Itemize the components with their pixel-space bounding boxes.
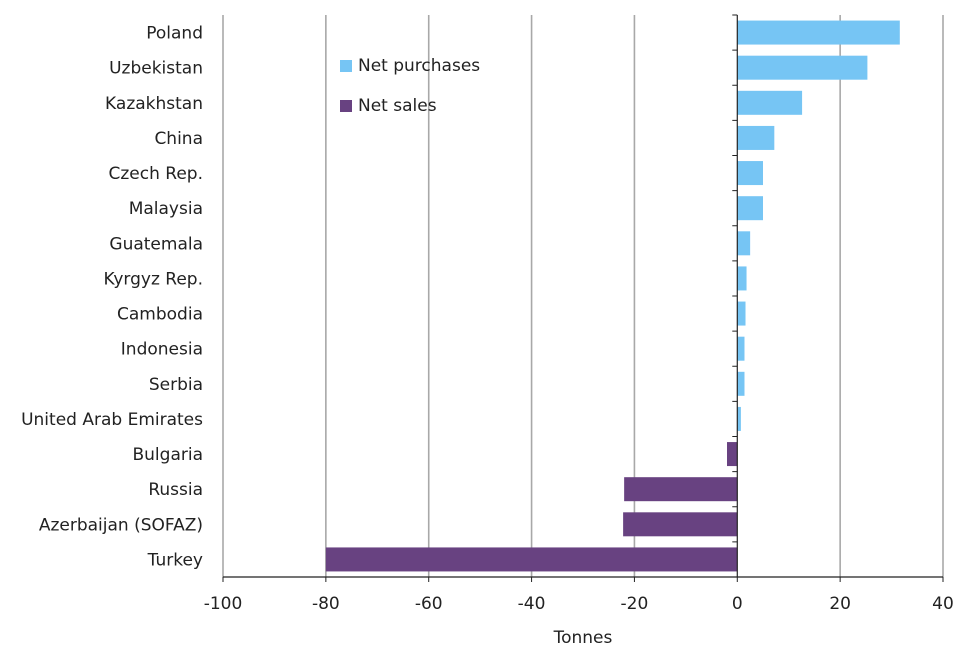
bar-china	[737, 125, 775, 150]
bars	[325, 20, 900, 572]
x-tick-labels: -100 -80 -60 -40 -20 0 20 40	[204, 594, 954, 614]
bar-bulgaria	[727, 442, 738, 467]
bar-turkey	[325, 547, 738, 572]
bar-kazakhstan	[737, 90, 803, 115]
legend-swatch-net-sales	[340, 100, 352, 112]
x-axis-label: Tonnes	[553, 628, 613, 648]
category-label-kazakhstan: Kazakhstan	[105, 94, 203, 114]
x-tick-label-0: 0	[732, 594, 743, 614]
category-label-cambodia: Cambodia	[117, 305, 203, 325]
bar-czech-rep	[737, 161, 763, 186]
bar-uzbekistan	[737, 55, 868, 80]
legend-item-net-purchases: Net purchases	[340, 54, 480, 78]
bar-kyrgyz-rep	[737, 266, 747, 291]
axes	[222, 14, 944, 582]
legend-label-net-purchases: Net purchases	[358, 56, 481, 76]
legend: Net purchases Net sales	[340, 54, 480, 134]
bar-malaysia	[737, 196, 763, 221]
category-label-serbia: Serbia	[149, 375, 203, 395]
legend-swatch-net-purchases	[340, 60, 352, 72]
category-label-poland: Poland	[146, 24, 203, 44]
category-label-malaysia: Malaysia	[129, 199, 203, 219]
legend-label-net-sales: Net sales	[358, 96, 437, 116]
x-tick-label-100: -100	[204, 594, 243, 614]
bar-serbia	[737, 371, 745, 396]
bar-poland	[737, 20, 900, 45]
category-label-czech-rep: Czech Rep.	[109, 164, 203, 184]
x-tick-label-20: 20	[829, 594, 851, 614]
legend-item-net-sales: Net sales	[340, 94, 480, 118]
gridlines	[222, 15, 944, 577]
category-label-guatemala: Guatemala	[109, 234, 203, 254]
category-label-turkey: Turkey	[147, 550, 203, 570]
category-label-uzbekistan: Uzbekistan	[109, 59, 203, 79]
x-tick-label-20: -20	[621, 594, 649, 614]
category-labels: Poland Uzbekistan Kazakhstan China Czech Rep…	[21, 24, 203, 571]
bar-guatemala	[737, 231, 751, 256]
bar-cambodia	[737, 301, 746, 326]
x-tick-label-80: -80	[312, 594, 340, 614]
x-tick-label-60: -60	[415, 594, 443, 614]
bar-indonesia	[737, 336, 745, 361]
category-label-indonesia: Indonesia	[121, 340, 203, 360]
category-label-china: China	[154, 129, 203, 149]
x-tick-label-40: 40	[932, 594, 954, 614]
category-label-united-arab-emirates: United Arab Emirates	[21, 410, 203, 430]
category-label-kyrgyz-rep: Kyrgyz Rep.	[103, 269, 203, 289]
bar-russia	[624, 477, 738, 502]
category-label-azerbaijan-sofaz: Azerbaijan (SOFAZ)	[39, 515, 203, 535]
category-label-bulgaria: Bulgaria	[133, 445, 204, 465]
category-label-russia: Russia	[148, 480, 203, 500]
bar-azerbaijan-sofaz	[623, 512, 738, 537]
bar-united-arab-emirates	[737, 406, 741, 431]
x-tick-label-40: -40	[518, 594, 546, 614]
